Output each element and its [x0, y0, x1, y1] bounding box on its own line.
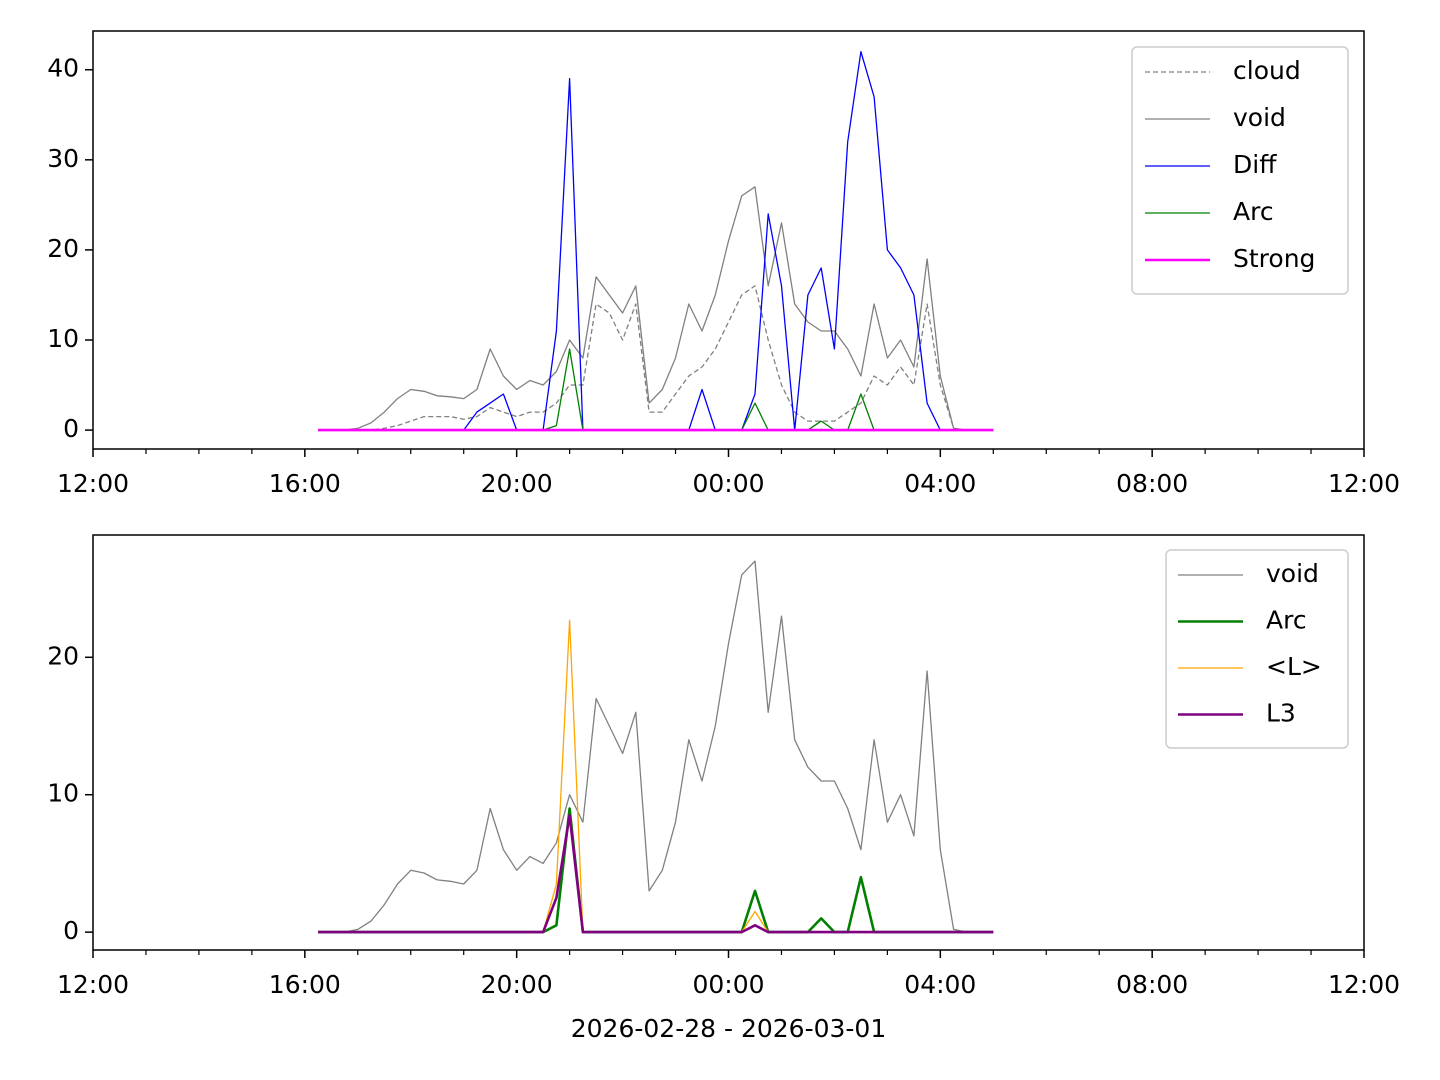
x-tick-label: 12:00 — [57, 970, 129, 999]
legend-label: void — [1233, 103, 1286, 132]
subplot: 0 10 20 30 40 12:00 16:00 20:00 00:00 04:00 08:00 1… — [47, 30, 1400, 498]
x-axis-label: 2026-02-28 - 2026-03-01 — [571, 1014, 887, 1043]
legend-label: Diff — [1233, 150, 1277, 179]
x-tick-label: 20:00 — [481, 469, 553, 498]
legend-box — [1131, 46, 1349, 295]
legend-label: Strong — [1233, 244, 1315, 273]
legend-box — [1165, 549, 1349, 749]
y-tick-label: 20 — [47, 641, 79, 670]
axes-frame — [92, 30, 1365, 450]
y-tick-label: 10 — [47, 324, 79, 353]
series-line — [318, 51, 994, 431]
y-tick-label: 20 — [47, 234, 79, 263]
x-tick-label: 00:00 — [692, 469, 764, 498]
series-line — [318, 807, 994, 934]
x-tick-label: 04:00 — [904, 469, 976, 498]
x-tick-label: 08:00 — [1116, 970, 1188, 999]
legend-label: <L> — [1266, 652, 1322, 681]
y-tick-label: 10 — [47, 779, 79, 808]
series-line — [318, 619, 994, 933]
y-tick-label: 0 — [63, 414, 79, 443]
x-tick-label: 12:00 — [1328, 970, 1400, 999]
series-line — [318, 560, 994, 933]
subplot: 0 10 20 12:00 16:00 20:00 00:00 04:00 08:00 12:00… — [47, 534, 1400, 1043]
legend-label: void — [1266, 559, 1319, 588]
y-tick-label: 0 — [63, 916, 79, 945]
x-tick-label: 00:00 — [692, 970, 764, 999]
axes-frame — [92, 534, 1365, 951]
series-line — [318, 285, 994, 431]
y-tick-label: 30 — [47, 144, 79, 173]
x-tick-label: 16:00 — [269, 970, 341, 999]
y-tick-label: 40 — [47, 54, 79, 83]
x-tick-label: 20:00 — [481, 970, 553, 999]
x-tick-label: 12:00 — [57, 469, 129, 498]
x-tick-label: 12:00 — [1328, 469, 1400, 498]
x-tick-label: 16:00 — [269, 469, 341, 498]
legend-label: cloud — [1233, 56, 1301, 85]
x-tick-label: 04:00 — [904, 970, 976, 999]
legend-label: Arc — [1233, 197, 1274, 226]
legend-label: L3 — [1266, 699, 1296, 728]
series-line — [318, 186, 994, 431]
legend-label: Arc — [1266, 606, 1307, 635]
x-tick-label: 08:00 — [1116, 469, 1188, 498]
series-line — [318, 814, 994, 934]
series-line — [318, 348, 994, 431]
